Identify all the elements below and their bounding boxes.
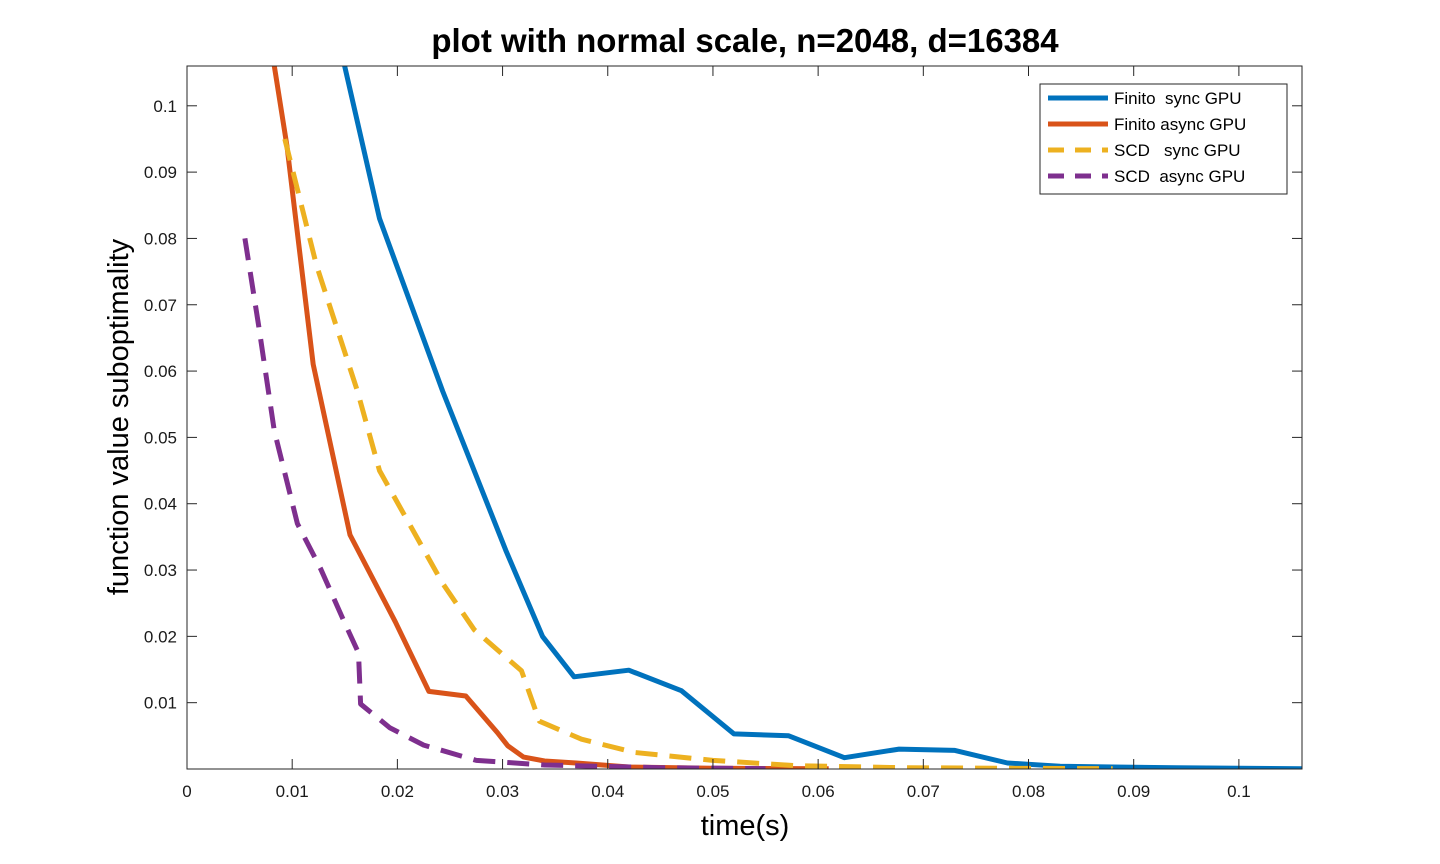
- y-tick-label: 0.05: [144, 428, 177, 447]
- axes-box: [186, 65, 1303, 770]
- x-tick-label: 0.02: [381, 782, 414, 801]
- legend-label-3: SCD sync GPU: [1114, 141, 1241, 160]
- x-tick-label: 0.08: [1012, 782, 1045, 801]
- x-tick-label: 0.06: [802, 782, 835, 801]
- x-tick-label: 0.05: [696, 782, 729, 801]
- series-line-4: [242, 238, 766, 769]
- y-tick-label: 0.1: [153, 97, 177, 116]
- x-tick-label: 0.09: [1117, 782, 1150, 801]
- y-tick-label: 0.09: [144, 163, 177, 182]
- series-line-3: [282, 138, 1113, 769]
- y-tick-label: 0.08: [144, 229, 177, 248]
- x-tick-label: 0.04: [591, 782, 624, 801]
- legend-label-2: Finito async GPU: [1114, 115, 1246, 134]
- y-axis-label: function value suboptimality: [103, 238, 135, 595]
- x-tick-label: 0: [182, 782, 191, 801]
- legend-label-1: Finito sync GPU: [1114, 89, 1242, 108]
- y-tick-label: 0.04: [144, 495, 177, 514]
- series-group: [242, 66, 1302, 769]
- y-tick-label: 0.07: [144, 296, 177, 315]
- y-tick-label: 0.06: [144, 362, 177, 381]
- y-tick-label: 0.01: [144, 694, 177, 713]
- y-tick-label: 0.03: [144, 561, 177, 580]
- x-axis-label: time(s): [701, 810, 790, 842]
- y-tick-label: 0.02: [144, 627, 177, 646]
- chart-title: plot with normal scale, n=2048, d=16384: [431, 22, 1059, 59]
- x-tick-label: 0.1: [1227, 782, 1251, 801]
- x-tick-label: 0.07: [907, 782, 940, 801]
- x-tick-label: 0.01: [276, 782, 309, 801]
- legend-label-4: SCD async GPU: [1114, 167, 1245, 186]
- x-tick-label: 0.03: [486, 782, 519, 801]
